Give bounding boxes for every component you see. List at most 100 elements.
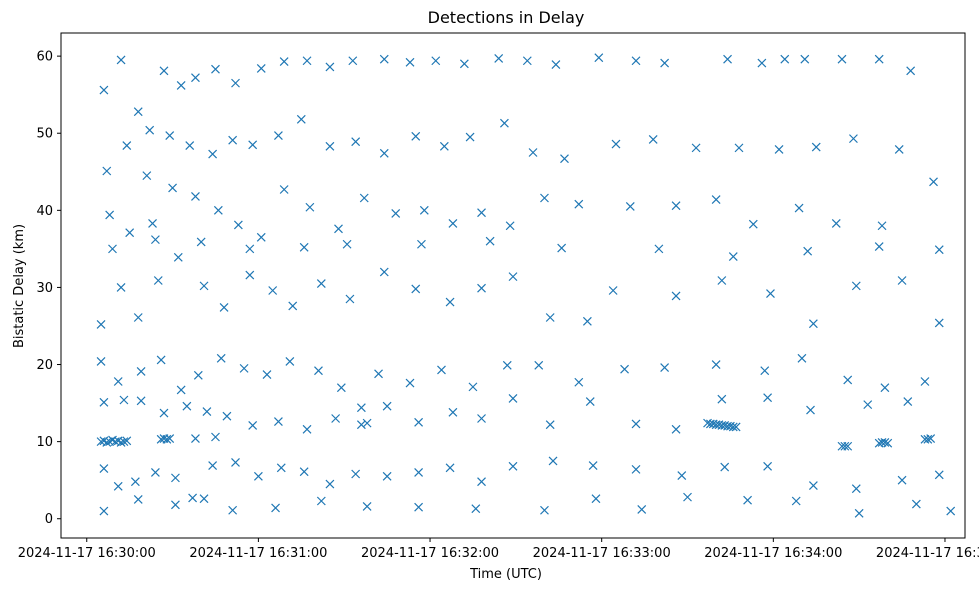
scatter-point-161: [763, 393, 773, 403]
scatter-point-108: [808, 319, 818, 329]
scatter-point-126: [437, 365, 446, 375]
scatter-point-153: [448, 407, 458, 417]
scatter-point-89: [173, 252, 183, 262]
scatter-point-107: [766, 289, 775, 299]
scatter-point-83: [877, 221, 887, 231]
scatter-point-40: [296, 114, 306, 124]
scatter-point-195: [840, 441, 850, 451]
scatter-point-155: [508, 394, 518, 403]
scatter-point-17: [459, 59, 469, 69]
scatter-point-167: [102, 437, 112, 447]
scatter-point-93: [268, 286, 278, 295]
x-tick-label-0: 2024-11-17 16:30:00: [18, 546, 156, 561]
scatter-point-113: [113, 377, 123, 386]
scatter-point-138: [920, 377, 930, 386]
scatter-point-35: [185, 141, 195, 150]
scatter-point-131: [620, 364, 629, 374]
scatter-point-258: [485, 236, 495, 246]
scatter-point-220: [477, 477, 486, 487]
scatter-point-147: [273, 417, 283, 427]
scatter-point-182: [362, 418, 372, 428]
scatter-point-84: [929, 177, 938, 187]
scatter-point-238: [316, 496, 326, 506]
scatter-point-210: [208, 461, 218, 470]
scatter-point-120: [262, 370, 272, 379]
scatter-point-225: [677, 471, 687, 480]
scatter-point-73: [477, 208, 486, 218]
y-tick-label-4: 40: [36, 204, 53, 219]
scatter-point-229: [851, 484, 861, 494]
scatter-point-135: [797, 353, 807, 363]
scatter-point-99: [445, 297, 455, 307]
scatter-point-213: [276, 463, 286, 473]
scatter-point-192: [728, 422, 738, 432]
scatter-point-152: [414, 417, 424, 427]
scatter-point-154: [477, 414, 486, 423]
scatter-point-156: [545, 420, 555, 430]
scatter-point-205: [113, 481, 123, 491]
scatter-point-148: [302, 424, 312, 434]
scatter-point-177: [162, 434, 172, 444]
scatter-point-18: [494, 54, 504, 63]
scatter-point-216: [351, 469, 361, 479]
scatter-point-145: [222, 411, 232, 421]
scatter-point-94: [288, 301, 298, 311]
scatter-point-45: [439, 141, 449, 151]
scatter-point-261: [728, 252, 738, 262]
x-tick-label-2: 2024-11-17 16:32:00: [361, 546, 499, 561]
scatter-point-67: [305, 202, 315, 212]
scatter-point-82: [831, 219, 841, 228]
scatter-point-221: [508, 461, 518, 471]
scatter-point-117: [193, 370, 203, 380]
scatter-point-23: [660, 58, 670, 68]
scatter-point-240: [414, 502, 424, 512]
scatter-point-96: [345, 294, 355, 304]
scatter-point-112: [96, 357, 106, 366]
scatter-point-97: [379, 267, 389, 277]
scatter-point-20: [551, 60, 561, 70]
scatter-point-174: [122, 436, 132, 446]
scatter-point-254: [245, 244, 255, 254]
y-tick-label-0: 0: [45, 512, 53, 527]
scatter-point-132: [660, 363, 670, 373]
scatter-point-123: [336, 383, 346, 393]
scatter-point-54: [774, 144, 784, 154]
scatter-point-26: [780, 54, 790, 64]
scatter-point-219: [445, 463, 455, 473]
scatter-point-64: [233, 220, 243, 230]
scatter-point-47: [499, 118, 509, 128]
scatter-point-199: [880, 437, 890, 447]
scatter-point-158: [631, 419, 641, 429]
scatter-point-11: [302, 56, 312, 66]
scatter-point-12: [325, 62, 335, 72]
scatter-point-88: [153, 276, 163, 285]
scatter-point-104: [608, 286, 618, 295]
scatter-point-29: [874, 54, 884, 64]
scatter-point-105: [671, 291, 681, 301]
scatter-point-262: [803, 246, 813, 256]
scatter-point-8: [231, 78, 240, 88]
x-tick-label-1: 2024-11-17 16:31:00: [189, 546, 327, 561]
scatter-point-242: [540, 505, 549, 515]
scatter-point-1: [116, 55, 126, 65]
scatter-point-149: [331, 414, 341, 423]
scatter-point-249: [911, 499, 921, 509]
scatter-point-62: [191, 192, 200, 201]
scatter-point-15: [405, 57, 415, 67]
scatter-point-87: [133, 313, 143, 322]
scatter-point-129: [534, 360, 544, 370]
scatter-point-77: [625, 202, 635, 211]
scatter-point-134: [760, 366, 770, 376]
scatter-point-139: [99, 397, 109, 407]
scatter-point-241: [471, 504, 481, 514]
scatter-point-74: [505, 221, 515, 231]
scatter-point-146: [248, 421, 258, 430]
plot-frame: [60, 32, 966, 539]
scatter-point-21: [594, 53, 604, 63]
scatter-point-256: [342, 239, 352, 249]
scatter-point-140: [119, 395, 129, 405]
scatter-point-137: [880, 383, 890, 393]
scatter-point-91: [219, 303, 229, 312]
scatter-point-122: [314, 366, 323, 376]
scatter-point-173: [119, 437, 129, 447]
